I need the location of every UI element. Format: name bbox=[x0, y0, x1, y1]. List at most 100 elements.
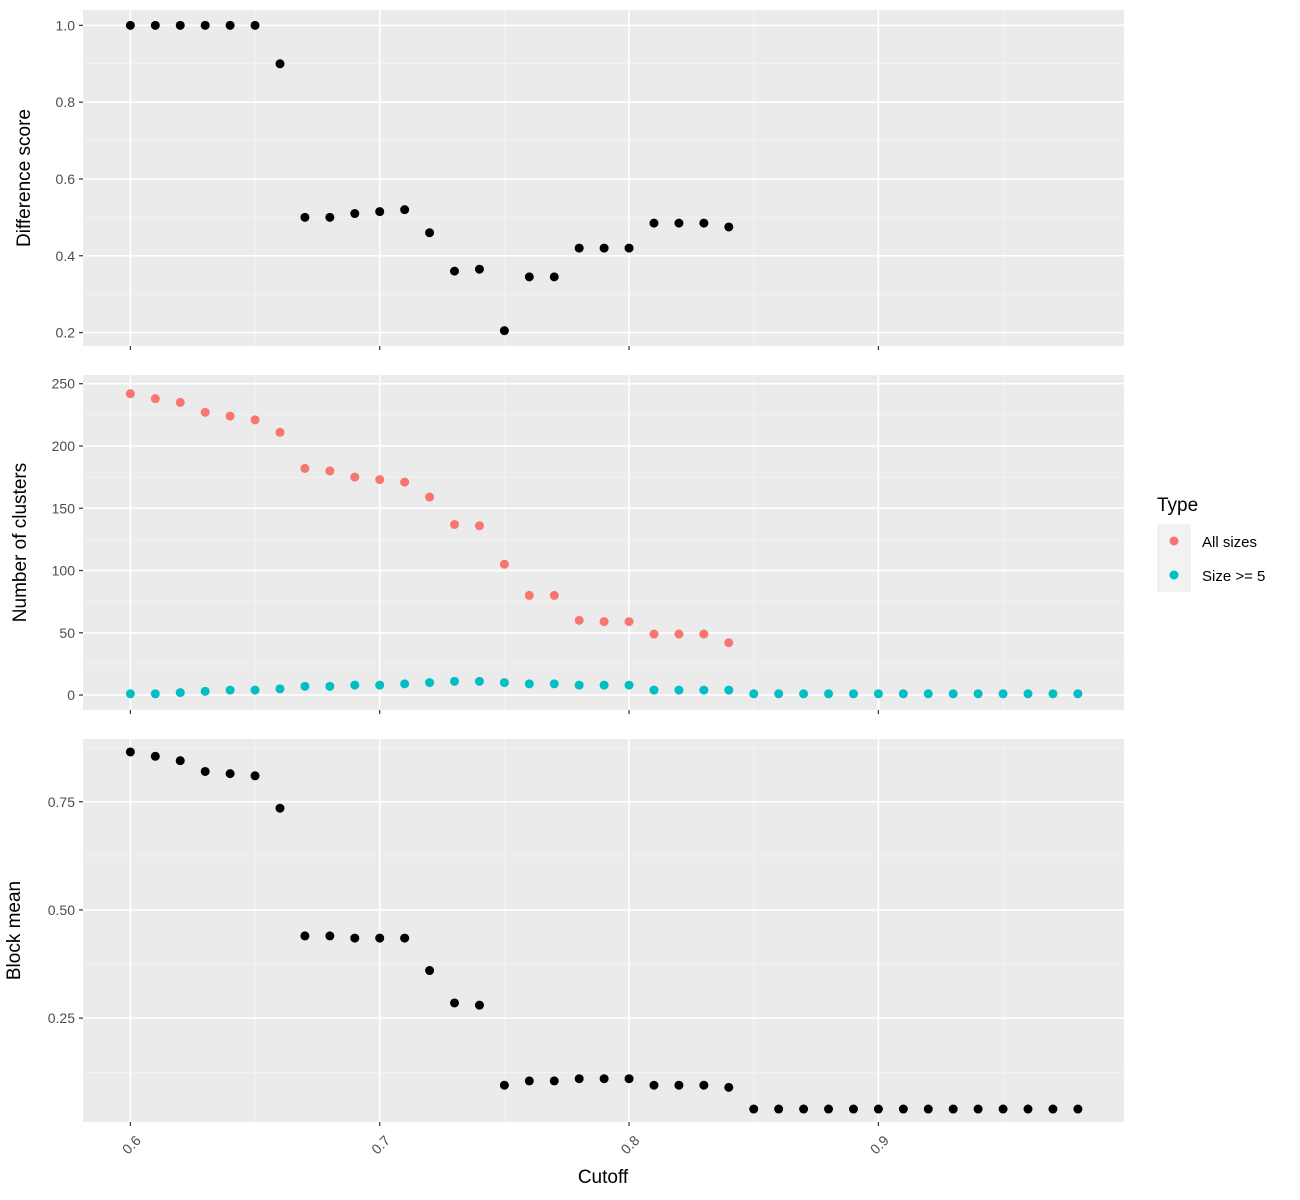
legend-key-point bbox=[1169, 536, 1179, 546]
y-tick-label: 0.75 bbox=[48, 794, 75, 810]
x-tick-label: 0.7 bbox=[368, 1132, 393, 1157]
data-point bbox=[300, 931, 310, 941]
panel-3: 0.25 0.50 0.75 Block mean bbox=[4, 739, 1124, 1126]
panel-background bbox=[83, 10, 1124, 346]
data-point bbox=[923, 1104, 933, 1114]
data-point bbox=[325, 681, 335, 691]
data-point bbox=[275, 59, 285, 69]
data-point bbox=[1023, 689, 1033, 699]
data-point bbox=[300, 212, 310, 222]
data-point bbox=[450, 519, 460, 529]
y-tick-label: 150 bbox=[52, 500, 76, 516]
data-point bbox=[599, 243, 609, 253]
panel-background bbox=[83, 739, 1124, 1122]
data-point bbox=[898, 689, 908, 699]
data-point bbox=[499, 678, 509, 688]
legend: Type All sizes Size >= 5 bbox=[1157, 495, 1265, 592]
data-point bbox=[624, 1074, 634, 1084]
data-point bbox=[649, 629, 659, 639]
data-point bbox=[400, 933, 410, 943]
y-tick-label: 0 bbox=[67, 687, 75, 703]
y-tick-label: 0.2 bbox=[56, 325, 76, 341]
data-point bbox=[574, 615, 584, 625]
data-point bbox=[499, 326, 509, 336]
data-point bbox=[724, 1082, 734, 1092]
data-point bbox=[1048, 1104, 1058, 1114]
x-axis-title: Cutoff bbox=[578, 1167, 629, 1188]
data-point bbox=[250, 415, 260, 425]
data-point bbox=[524, 1076, 534, 1086]
y-tick-label: 0.6 bbox=[56, 171, 76, 187]
panel-2: 0 50 100 150 200 250 Number of clusters bbox=[10, 375, 1124, 714]
y-tick-label: 50 bbox=[59, 625, 75, 641]
data-point bbox=[549, 590, 559, 600]
data-point bbox=[125, 389, 135, 399]
data-point bbox=[898, 1104, 908, 1114]
data-point bbox=[1073, 1104, 1083, 1114]
data-point bbox=[350, 680, 360, 690]
legend-title: Type bbox=[1157, 495, 1198, 516]
data-point bbox=[300, 681, 310, 691]
data-point bbox=[848, 1104, 858, 1114]
data-point bbox=[400, 679, 410, 689]
data-point bbox=[275, 427, 285, 437]
data-point bbox=[998, 689, 1008, 699]
y-tick-label: 200 bbox=[52, 438, 76, 454]
data-point bbox=[375, 207, 385, 217]
data-point bbox=[200, 766, 210, 776]
data-point bbox=[624, 243, 634, 253]
series-1 bbox=[125, 20, 734, 336]
data-point bbox=[799, 1104, 809, 1114]
data-point bbox=[200, 407, 210, 417]
data-point bbox=[574, 243, 584, 253]
data-point bbox=[1023, 1104, 1033, 1114]
data-point bbox=[848, 689, 858, 699]
panel-background bbox=[83, 375, 1124, 710]
data-point bbox=[400, 205, 410, 215]
data-point bbox=[774, 689, 784, 699]
y-tick-label: 250 bbox=[52, 376, 76, 392]
data-point bbox=[774, 1104, 784, 1114]
data-point bbox=[724, 685, 734, 695]
data-point bbox=[225, 411, 235, 421]
x-tick-label: 0.6 bbox=[119, 1132, 144, 1157]
data-point bbox=[350, 933, 360, 943]
data-point bbox=[724, 638, 734, 648]
data-point bbox=[325, 931, 335, 941]
data-point bbox=[175, 756, 185, 766]
data-point bbox=[250, 685, 260, 695]
legend-label: All sizes bbox=[1202, 534, 1257, 551]
series-2 bbox=[125, 676, 1083, 699]
data-point bbox=[624, 617, 634, 627]
panels-layer: 0.2 0.4 0.6 0.8 1.0 Difference score 0 50 100 150… bbox=[4, 10, 1124, 1157]
data-point bbox=[425, 966, 435, 976]
data-point bbox=[624, 680, 634, 690]
data-point bbox=[250, 771, 260, 781]
x-tick-label: 0.9 bbox=[867, 1132, 892, 1157]
x-tick-label: 0.8 bbox=[617, 1132, 642, 1157]
data-point bbox=[649, 1080, 659, 1090]
data-point bbox=[125, 20, 135, 30]
data-point bbox=[275, 803, 285, 813]
data-point bbox=[425, 228, 435, 238]
y-tick-label: 1.0 bbox=[56, 17, 76, 33]
data-point bbox=[549, 1076, 559, 1086]
data-point bbox=[699, 218, 709, 228]
data-point bbox=[824, 1104, 834, 1114]
data-point bbox=[574, 1074, 584, 1084]
data-point bbox=[200, 686, 210, 696]
data-point bbox=[948, 1104, 958, 1114]
data-point bbox=[175, 397, 185, 407]
data-point bbox=[549, 272, 559, 282]
data-point bbox=[649, 685, 659, 695]
y-tick-label: 0.4 bbox=[56, 248, 76, 264]
y-tick-label: 0.50 bbox=[48, 902, 75, 918]
data-point bbox=[275, 684, 285, 694]
legend-key-point bbox=[1169, 570, 1179, 580]
y-tick-label: 0.25 bbox=[48, 1010, 75, 1026]
y-tick-label: 0.8 bbox=[56, 94, 76, 110]
y-axis-title: Number of clusters bbox=[10, 463, 31, 622]
data-point bbox=[649, 218, 659, 228]
data-point bbox=[350, 209, 360, 219]
data-point bbox=[524, 272, 534, 282]
